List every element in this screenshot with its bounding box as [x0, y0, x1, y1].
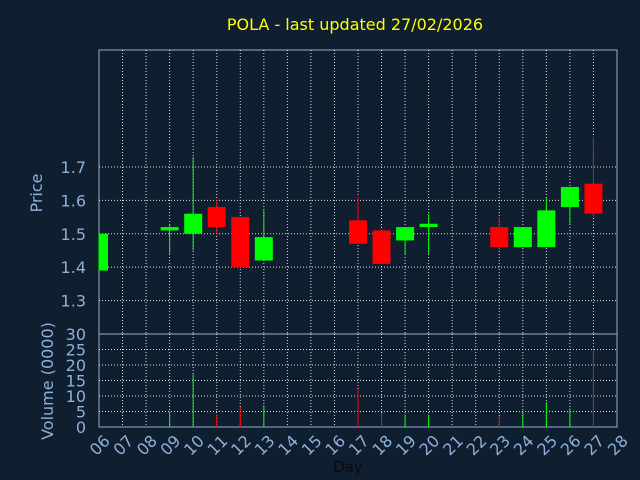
- candle-body: [372, 230, 391, 264]
- candle-body: [560, 186, 579, 208]
- price-tick-label: 1.6: [61, 191, 86, 210]
- x-axis-title: Day: [333, 458, 363, 476]
- candle-body: [349, 220, 367, 244]
- volume-tick-label: 30: [66, 325, 86, 344]
- candle-body: [396, 227, 415, 241]
- chart-title: POLA - last updated 27/02/2026: [227, 15, 483, 34]
- volume-tick-label: 0: [76, 418, 86, 437]
- candle-body: [99, 233, 108, 271]
- price-tick-label: 1.4: [61, 258, 86, 277]
- volume-tick-label: 10: [66, 387, 86, 406]
- volume-axis-title: Volume (0000): [38, 322, 57, 440]
- candle-body: [207, 207, 226, 228]
- volume-tick-label: 15: [66, 372, 86, 391]
- candle-body: [231, 217, 250, 268]
- x-axis: 0607080910111213141516171819202122232425…: [86, 431, 632, 459]
- volume-tick-label: 5: [76, 403, 86, 422]
- candle-body: [490, 227, 509, 248]
- candle-body: [419, 223, 438, 228]
- candle-body: [537, 210, 556, 248]
- candle-body: [584, 183, 603, 214]
- price-axis-title: Price: [27, 173, 46, 212]
- candle-body: [184, 213, 203, 234]
- price-tick-label: 1.5: [61, 225, 86, 244]
- price-tick-label: 1.7: [61, 158, 86, 177]
- candle-body: [254, 237, 273, 261]
- candle-body: [160, 227, 179, 231]
- candle-body: [513, 227, 532, 248]
- volume-tick-label: 25: [66, 341, 86, 360]
- price-tick-label: 1.3: [61, 292, 86, 311]
- price-panel: 1.3 1.4 1.5 1.6 1.7: [61, 49, 618, 335]
- volume-tick-label: 20: [66, 356, 86, 375]
